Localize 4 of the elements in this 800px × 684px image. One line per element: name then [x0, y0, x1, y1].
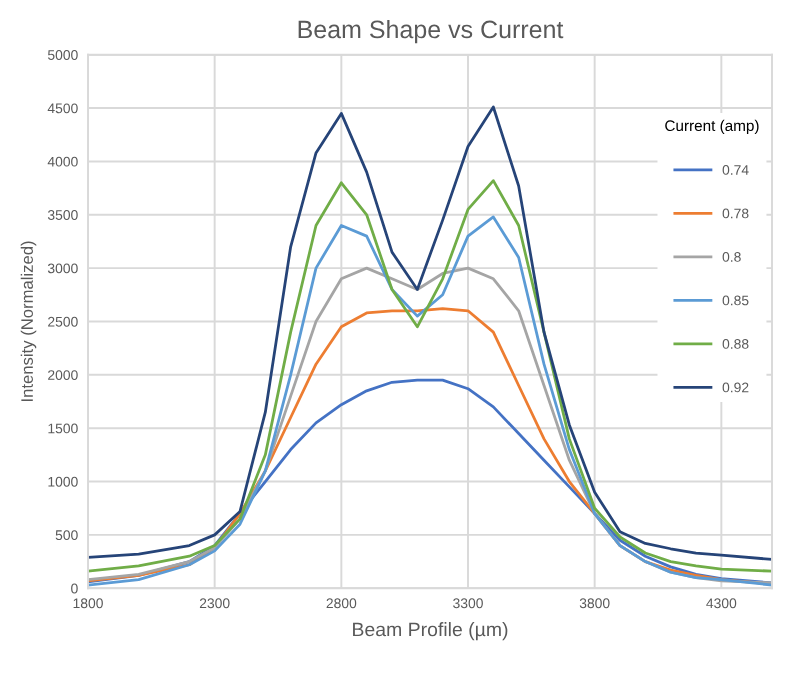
x-axis-title: Beam Profile (µm): [353, 622, 508, 641]
line-series: [88, 105, 772, 561]
y-axis-title: Intensity (Normalized): [20, 241, 37, 401]
chart-title: Beam Shape vs Current: [298, 19, 564, 44]
